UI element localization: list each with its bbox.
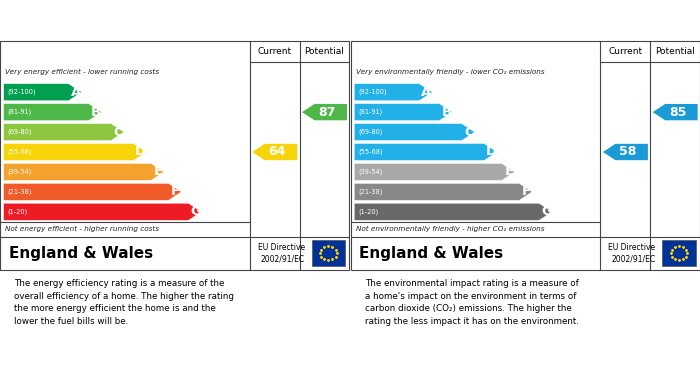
Text: Very environmentally friendly - lower CO₂ emissions: Very environmentally friendly - lower CO… <box>356 69 545 75</box>
Polygon shape <box>4 163 164 181</box>
Text: Very energy efficient - lower running costs: Very energy efficient - lower running co… <box>5 69 160 75</box>
Polygon shape <box>4 203 202 221</box>
Text: 2002/91/EC: 2002/91/EC <box>260 255 304 264</box>
Polygon shape <box>354 143 497 161</box>
Text: EU Directive: EU Directive <box>608 243 655 252</box>
Text: (69-80): (69-80) <box>8 129 32 135</box>
Text: 58: 58 <box>620 145 636 158</box>
Text: (39-54): (39-54) <box>8 169 32 175</box>
Text: 85: 85 <box>669 106 687 118</box>
Text: E: E <box>504 165 513 178</box>
Polygon shape <box>354 183 532 201</box>
Text: Potential: Potential <box>655 47 695 56</box>
Text: E: E <box>153 165 162 178</box>
Text: EU Directive: EU Directive <box>258 243 304 252</box>
Text: The energy efficiency rating is a measure of the
overall efficiency of a home. T: The energy efficiency rating is a measur… <box>14 280 234 326</box>
Text: The environmental impact rating is a measure of
a home's impact on the environme: The environmental impact rating is a mea… <box>365 280 578 326</box>
Text: F: F <box>171 185 180 198</box>
Text: Current: Current <box>608 47 643 56</box>
Text: England & Wales: England & Wales <box>359 246 503 261</box>
Text: G: G <box>541 205 552 218</box>
Text: (1-20): (1-20) <box>358 208 379 215</box>
Polygon shape <box>4 84 82 101</box>
Text: D: D <box>486 145 497 158</box>
Text: England & Wales: England & Wales <box>8 246 153 261</box>
Polygon shape <box>252 144 298 160</box>
Text: G: G <box>190 205 201 218</box>
Text: B: B <box>91 106 101 118</box>
Text: (81-91): (81-91) <box>358 109 383 115</box>
Text: A: A <box>71 86 81 99</box>
Text: (92-100): (92-100) <box>8 89 36 95</box>
Polygon shape <box>4 124 124 141</box>
Polygon shape <box>354 163 514 181</box>
Text: Not energy efficient - higher running costs: Not energy efficient - higher running co… <box>5 226 159 232</box>
Polygon shape <box>354 203 552 221</box>
Polygon shape <box>4 183 181 201</box>
Text: (92-100): (92-100) <box>358 89 387 95</box>
Text: Energy Efficiency Rating: Energy Efficiency Rating <box>8 14 192 27</box>
Text: Not environmentally friendly - higher CO₂ emissions: Not environmentally friendly - higher CO… <box>356 226 545 232</box>
Text: C: C <box>113 126 123 138</box>
Polygon shape <box>652 104 698 120</box>
FancyBboxPatch shape <box>662 240 696 266</box>
Text: (21-38): (21-38) <box>8 188 32 195</box>
Text: (21-38): (21-38) <box>358 188 383 195</box>
Text: 64: 64 <box>269 145 286 158</box>
Text: (69-80): (69-80) <box>358 129 383 135</box>
Polygon shape <box>354 124 475 141</box>
Text: (55-68): (55-68) <box>358 149 383 155</box>
Text: Potential: Potential <box>304 47 344 56</box>
Text: Environmental Impact (CO₂) Rating: Environmental Impact (CO₂) Rating <box>359 14 622 27</box>
FancyBboxPatch shape <box>312 240 345 266</box>
Text: (81-91): (81-91) <box>8 109 32 115</box>
Polygon shape <box>4 143 146 161</box>
Text: 2002/91/EC: 2002/91/EC <box>611 255 655 264</box>
Text: (1-20): (1-20) <box>8 208 28 215</box>
Polygon shape <box>603 144 648 160</box>
Text: 87: 87 <box>318 106 336 118</box>
Text: F: F <box>522 185 531 198</box>
Text: Current: Current <box>258 47 292 56</box>
Polygon shape <box>354 84 433 101</box>
Text: (55-68): (55-68) <box>8 149 32 155</box>
Polygon shape <box>4 104 101 121</box>
Text: B: B <box>442 106 452 118</box>
Polygon shape <box>302 104 347 120</box>
Text: D: D <box>135 145 146 158</box>
Text: C: C <box>464 126 474 138</box>
Text: (39-54): (39-54) <box>358 169 383 175</box>
Polygon shape <box>354 104 452 121</box>
Text: A: A <box>421 86 432 99</box>
